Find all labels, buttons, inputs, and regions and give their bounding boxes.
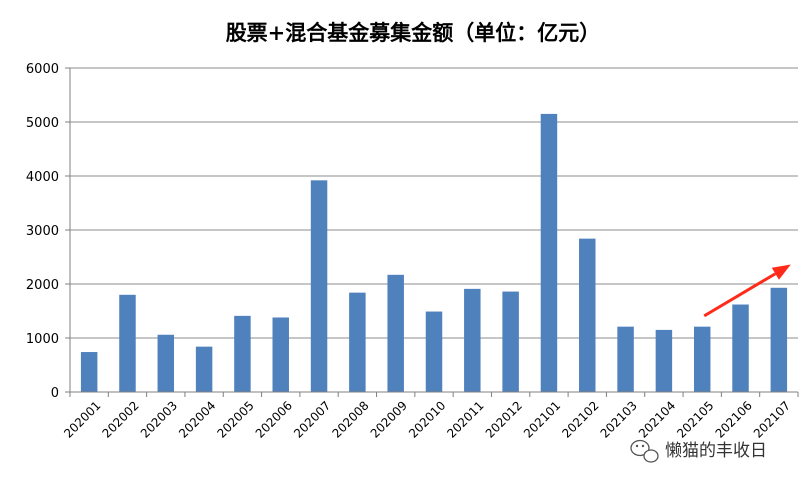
x-tick-label: 202107 xyxy=(751,398,793,440)
y-tick-label: 6000 xyxy=(26,62,59,77)
arrow-head xyxy=(771,264,791,280)
bar xyxy=(119,294,136,392)
bar xyxy=(387,274,404,392)
x-tick-label: 202001 xyxy=(61,398,103,440)
x-tick-label: 202106 xyxy=(713,398,755,440)
y-tick-label: 2000 xyxy=(26,278,59,293)
x-tick-label: 202104 xyxy=(636,398,678,440)
bar xyxy=(655,329,673,392)
watermark: 懒猫的丰收日 xyxy=(630,439,767,463)
x-tick-label: 202009 xyxy=(368,398,410,440)
bar xyxy=(617,326,634,392)
bar xyxy=(234,315,251,392)
y-tick-label: 5000 xyxy=(26,116,59,131)
bar xyxy=(349,292,366,392)
x-tick-label: 202101 xyxy=(521,398,563,440)
trend-arrow xyxy=(703,264,791,318)
bar xyxy=(579,238,596,392)
x-tick-label: 202008 xyxy=(329,398,371,440)
bar xyxy=(157,334,175,392)
bar xyxy=(80,352,98,392)
x-axis-ticks: 2020012020022020032020042020052020062020… xyxy=(61,392,799,441)
x-tick-label: 202004 xyxy=(176,398,218,440)
x-tick-label: 202012 xyxy=(483,398,525,440)
bar xyxy=(540,113,558,393)
y-tick-label: 3000 xyxy=(26,224,59,239)
bar xyxy=(195,346,213,392)
bar xyxy=(310,180,328,392)
chart-title: 股票+混合基金募集金额（单位：亿元） xyxy=(226,20,601,45)
bar xyxy=(693,326,711,392)
bar xyxy=(464,288,481,392)
x-tick-label: 202007 xyxy=(291,398,333,440)
x-tick-label: 202103 xyxy=(598,398,640,440)
x-tick-label: 202105 xyxy=(674,398,716,440)
bar xyxy=(732,304,749,392)
bar xyxy=(425,311,443,392)
y-axis-ticks: 0 1000 2000 3000 4000 5000 6000 xyxy=(26,62,70,401)
wechat-icon xyxy=(630,439,659,463)
bar xyxy=(502,291,519,392)
watermark-text: 懒猫的丰收日 xyxy=(665,441,767,461)
y-tick-label: 1000 xyxy=(26,332,59,347)
x-tick-label: 202006 xyxy=(253,398,295,440)
x-tick-label: 202005 xyxy=(214,398,256,440)
x-tick-label: 202003 xyxy=(138,398,180,440)
arrow-shaft xyxy=(703,272,777,318)
bars xyxy=(80,113,788,393)
grid-lines xyxy=(70,67,798,339)
bar xyxy=(770,287,788,392)
x-tick-label: 202011 xyxy=(444,398,486,440)
x-tick-label: 202010 xyxy=(406,398,448,440)
y-tick-label: 0 xyxy=(51,386,59,401)
y-tick-label: 4000 xyxy=(26,170,59,185)
x-tick-label: 202002 xyxy=(100,398,142,440)
bar xyxy=(272,317,289,392)
x-tick-label: 202102 xyxy=(559,398,601,440)
